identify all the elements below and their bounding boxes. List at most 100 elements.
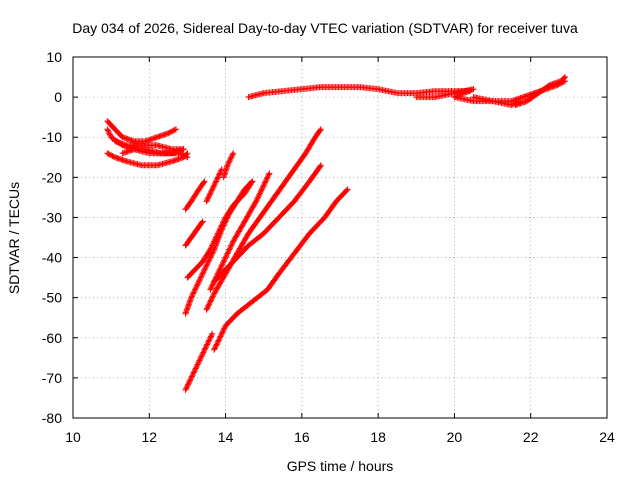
data-point	[216, 266, 223, 273]
data-point	[193, 362, 200, 369]
data-point	[260, 183, 267, 190]
data-point	[256, 190, 263, 197]
data-series	[211, 162, 324, 285]
data-point	[206, 257, 213, 264]
data-point	[216, 227, 223, 234]
data-point	[217, 333, 224, 340]
data-point	[206, 336, 213, 343]
data-point	[200, 267, 207, 274]
data-point	[226, 158, 233, 165]
data-point	[214, 174, 221, 181]
data-point	[200, 269, 207, 276]
data-series	[211, 186, 351, 353]
data-point	[197, 356, 204, 363]
data-point	[212, 235, 219, 242]
data-point	[344, 186, 351, 193]
x-tick-label: 10	[65, 429, 81, 445]
data-point	[200, 348, 207, 355]
data-point	[264, 174, 271, 181]
data-point	[230, 150, 237, 157]
data-point	[227, 245, 234, 252]
data-point	[104, 127, 111, 134]
data-point	[219, 329, 226, 336]
data-point	[250, 203, 257, 210]
data-point	[191, 368, 198, 375]
data-point	[223, 251, 230, 258]
data-point	[106, 131, 113, 138]
data-point	[209, 242, 216, 249]
plot-frame	[72, 56, 608, 419]
data-point	[233, 233, 240, 240]
data-point	[466, 87, 473, 94]
data-point	[244, 213, 251, 220]
data-point	[263, 177, 270, 184]
data-point	[244, 232, 251, 239]
y-axis-label: SDTVAR / TECUs	[6, 182, 22, 294]
y-tick-label: -70	[42, 370, 62, 386]
data-point	[207, 333, 214, 340]
data-point	[207, 298, 214, 305]
data-point	[210, 183, 217, 190]
data-point	[186, 377, 193, 384]
data-point	[180, 146, 187, 153]
data-point	[227, 155, 234, 162]
data-point	[198, 273, 205, 280]
data-point	[209, 294, 216, 301]
y-tick-label: -10	[42, 129, 62, 145]
data-point	[221, 215, 228, 222]
data-point	[214, 175, 221, 182]
data-point	[469, 86, 476, 93]
data-point	[208, 243, 215, 250]
data-point	[166, 129, 173, 136]
data-point	[229, 151, 236, 158]
data-point	[235, 229, 242, 236]
data-point	[171, 126, 178, 133]
data-point	[216, 171, 223, 178]
data-point	[247, 208, 254, 215]
data-point	[108, 152, 115, 159]
data-point	[212, 179, 219, 186]
data-point	[343, 187, 350, 194]
data-point	[217, 225, 224, 232]
data-series	[111, 138, 187, 153]
data-point	[227, 156, 234, 163]
data-point	[238, 224, 245, 231]
data-point	[460, 90, 467, 97]
data-point	[204, 259, 211, 266]
x-tick-label: 16	[294, 429, 310, 445]
data-point	[229, 239, 236, 246]
data-point	[218, 278, 225, 285]
data-series	[182, 178, 208, 213]
y-tick-label: -60	[42, 330, 62, 346]
data-series	[182, 218, 206, 249]
data-point	[218, 223, 225, 230]
data-point	[258, 186, 265, 193]
y-tick-label: -30	[42, 209, 62, 225]
data-point	[213, 285, 220, 292]
data-point	[236, 227, 243, 234]
data-point	[199, 218, 206, 225]
x-axis-label: GPS time / hours	[287, 458, 394, 474]
y-tick-label: -20	[42, 169, 62, 185]
data-point	[225, 247, 232, 254]
data-point	[214, 230, 221, 237]
data-point	[202, 263, 209, 270]
data-point	[252, 199, 259, 206]
x-tick-label: 24	[599, 429, 615, 445]
data-point	[317, 127, 324, 134]
data-point	[254, 195, 261, 202]
data-point	[317, 163, 324, 170]
data-point	[209, 185, 216, 192]
data-point	[205, 194, 212, 201]
data-point	[199, 271, 206, 278]
data-point	[195, 279, 202, 286]
data-point	[205, 338, 212, 345]
data-point	[211, 237, 218, 244]
data-point	[206, 255, 213, 262]
data-point	[185, 381, 192, 388]
data-point	[195, 278, 202, 285]
data-point	[213, 233, 220, 240]
data-point	[204, 305, 211, 312]
data-point	[242, 235, 249, 242]
data-point	[191, 287, 198, 294]
